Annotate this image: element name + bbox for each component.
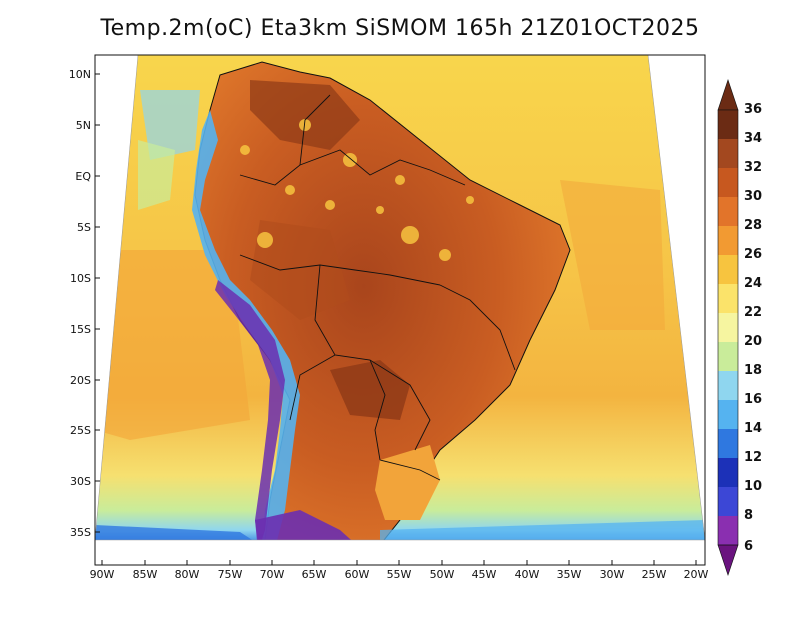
south-cold-band-east	[380, 520, 705, 540]
lon-label: 90W	[90, 568, 115, 581]
hot-core-central	[250, 220, 350, 320]
lat-label: 5N	[76, 119, 91, 132]
atlantic-warm-patch	[560, 180, 665, 330]
colorbar-tick: 32	[744, 160, 762, 175]
lon-label: 45W	[472, 568, 497, 581]
colorbar-swatch	[718, 458, 738, 487]
colorbar-swatch	[718, 168, 738, 197]
colorbar-swatch	[718, 255, 738, 284]
ocean-cool-patch	[140, 90, 200, 160]
colorbar-swatch	[718, 487, 738, 516]
colorbar: 36 34 32 30 28 26 24 22 20 18 16 14 12 1…	[717, 79, 762, 576]
colorbar-tick: 16	[744, 392, 762, 407]
lon-label: 60W	[345, 568, 370, 581]
colorbar-tick: 18	[744, 363, 762, 378]
lon-label: 80W	[175, 568, 200, 581]
lon-label: 20W	[684, 568, 709, 581]
lat-label: 30S	[70, 475, 91, 488]
colorbar-bottom-arrow	[717, 544, 739, 576]
colorbar-tick: 20	[744, 334, 762, 349]
colorbar-swatch	[718, 110, 738, 139]
lon-label: 85W	[133, 568, 158, 581]
lon-label: 40W	[515, 568, 540, 581]
colorbar-tick: 26	[744, 247, 762, 262]
lat-axis: 10N 5N EQ 5S 10S 15S 20S 25S 30S 35S	[69, 68, 100, 539]
lon-label: 25W	[642, 568, 667, 581]
colorbar-top-arrow	[717, 79, 739, 111]
uruguay-mild	[375, 445, 440, 520]
lon-axis: 90W 85W 80W 75W 70W 65W 60W 55W 50W 45W …	[90, 560, 709, 581]
lon-label: 50W	[430, 568, 455, 581]
lat-label: 25S	[70, 424, 91, 437]
colorbar-swatch	[718, 371, 738, 400]
colorbar-swatch	[718, 429, 738, 458]
patagonia-cold	[255, 510, 360, 540]
colorbar-tick: 6	[744, 539, 753, 554]
hot-core-south	[330, 360, 410, 420]
colorbar-tick: 12	[744, 450, 762, 465]
colorbar-tick: 14	[744, 421, 762, 436]
lon-label: 75W	[218, 568, 243, 581]
lon-label: 30W	[600, 568, 625, 581]
colorbar-tick: 22	[744, 305, 762, 320]
lat-label: 10N	[69, 68, 91, 81]
lat-label: 35S	[70, 526, 91, 539]
lat-label: 10S	[70, 272, 91, 285]
plot-frame	[94, 54, 706, 566]
ocean-warm-band	[95, 250, 250, 440]
cool-spots	[240, 119, 474, 261]
andes-cold-ridge	[192, 110, 300, 540]
lat-label: 20S	[70, 374, 91, 387]
colorbar-tick: 30	[744, 189, 762, 204]
country-borders	[239, 94, 516, 481]
colorbar-swatch	[718, 400, 738, 429]
colorbar-tick: 28	[744, 218, 762, 233]
colorbar-swatch	[718, 226, 738, 255]
colorbar-swatch	[718, 342, 738, 371]
colorbar-swatch	[718, 516, 738, 545]
colorbar-tick: 10	[744, 479, 762, 494]
colorbar-swatch	[718, 197, 738, 226]
lon-label: 55W	[387, 568, 412, 581]
lat-label: 5S	[77, 221, 91, 234]
colorbar-swatch	[718, 139, 738, 168]
lat-label: EQ	[75, 170, 91, 183]
south-cold-band-west	[95, 525, 260, 540]
lon-label: 35W	[557, 568, 582, 581]
colorbar-tick: 36	[744, 102, 762, 117]
colorbar-swatch	[718, 284, 738, 313]
colorbar-tick: 24	[744, 276, 762, 291]
lon-label: 70W	[260, 568, 285, 581]
lat-label: 15S	[70, 323, 91, 336]
colorbar-swatch	[718, 313, 738, 342]
andes-coldest	[215, 280, 285, 540]
colorbar-tick: 34	[744, 131, 762, 146]
lon-label: 65W	[302, 568, 327, 581]
map-title: Temp.2m(oC) Eta3km SiSMOM 165h 21Z01OCT2…	[100, 16, 700, 41]
hot-core-north	[250, 80, 360, 150]
ocean-mild-patch	[138, 140, 175, 210]
colorbar-tick: 8	[744, 508, 753, 523]
